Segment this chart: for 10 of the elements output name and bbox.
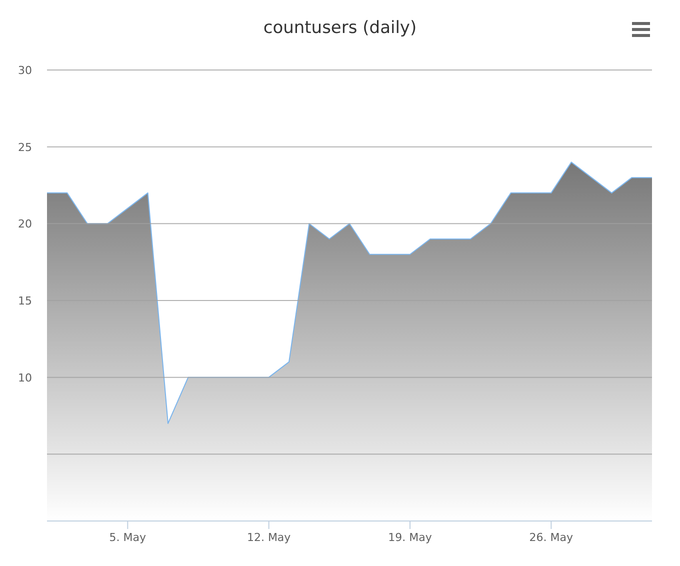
- x-tick-label: 12. May: [246, 531, 292, 544]
- chart-title: countusers (daily): [263, 18, 417, 38]
- y-tick-label: 25: [18, 140, 32, 154]
- y-tick-label: 30: [18, 64, 32, 77]
- x-tick-label: 26. May: [529, 531, 574, 544]
- x-tick-label: 5. May: [109, 531, 147, 544]
- y-tick-label: 20: [18, 218, 32, 231]
- y-tick-label: 15: [18, 294, 32, 308]
- x-tick-label: 19. May: [388, 531, 432, 544]
- y-tick-label: 10: [18, 371, 32, 384]
